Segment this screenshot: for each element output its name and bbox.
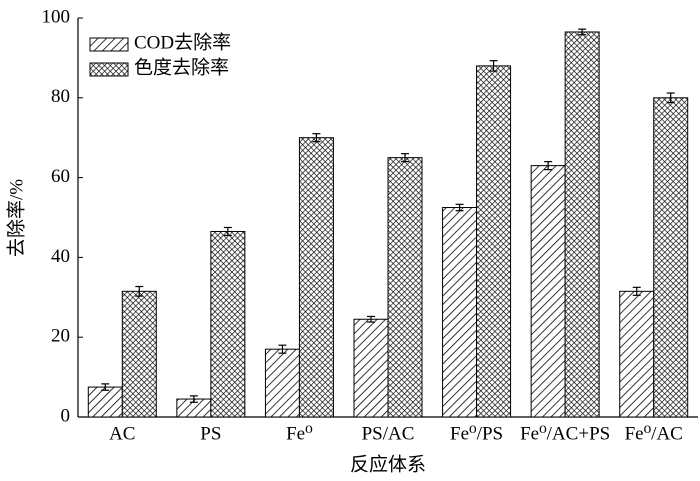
error-bar [666, 92, 675, 104]
legend-swatch [89, 37, 129, 52]
x-tick-label: PS/AC [362, 423, 415, 444]
bar [619, 290, 655, 418]
y-tick-label: 0 [61, 405, 71, 426]
error-bar [401, 153, 409, 163]
y-axis-label: 去除率/% [5, 179, 27, 257]
bar [387, 157, 423, 418]
bar [298, 137, 334, 418]
x-tick-label: Fe⁰/AC [625, 423, 683, 444]
x-tick-label: AC [109, 423, 135, 444]
bar [210, 230, 246, 418]
legend-swatch [89, 62, 129, 77]
x-tick-label: Fe⁰/PS [450, 423, 503, 444]
error-bar [101, 383, 110, 391]
x-tick-label: Fe⁰ [286, 423, 313, 444]
bar [121, 290, 157, 418]
error-bar [367, 315, 375, 323]
x-tick-label: Fe⁰/AC+PS [520, 423, 610, 444]
x-tick-label: PS [200, 423, 221, 444]
y-tick-label: 80 [51, 86, 70, 107]
bar [653, 97, 689, 418]
error-bar [223, 226, 232, 237]
bar [264, 348, 300, 418]
error-bar [455, 203, 464, 212]
legend-label: COD去除率 [134, 31, 231, 53]
error-bar [489, 60, 498, 72]
y-tick-label: 100 [42, 6, 71, 27]
y-tick-label: 20 [51, 326, 70, 347]
bar [353, 318, 389, 418]
y-tick-label: 60 [51, 166, 70, 187]
y-tick-label: 40 [51, 246, 70, 267]
bar [442, 207, 478, 418]
bar [476, 65, 512, 418]
legend-label: 色度去除率 [134, 56, 229, 78]
error-bar [312, 133, 321, 143]
error-bar [278, 344, 287, 354]
bar [87, 386, 123, 418]
error-bar [578, 28, 587, 36]
bar [530, 165, 566, 418]
error-bar [135, 285, 144, 297]
x-axis-label: 反应体系 [350, 453, 426, 475]
error-bar [189, 395, 198, 403]
bar [564, 31, 600, 418]
error-bar [544, 161, 553, 171]
error-bar [632, 286, 641, 296]
